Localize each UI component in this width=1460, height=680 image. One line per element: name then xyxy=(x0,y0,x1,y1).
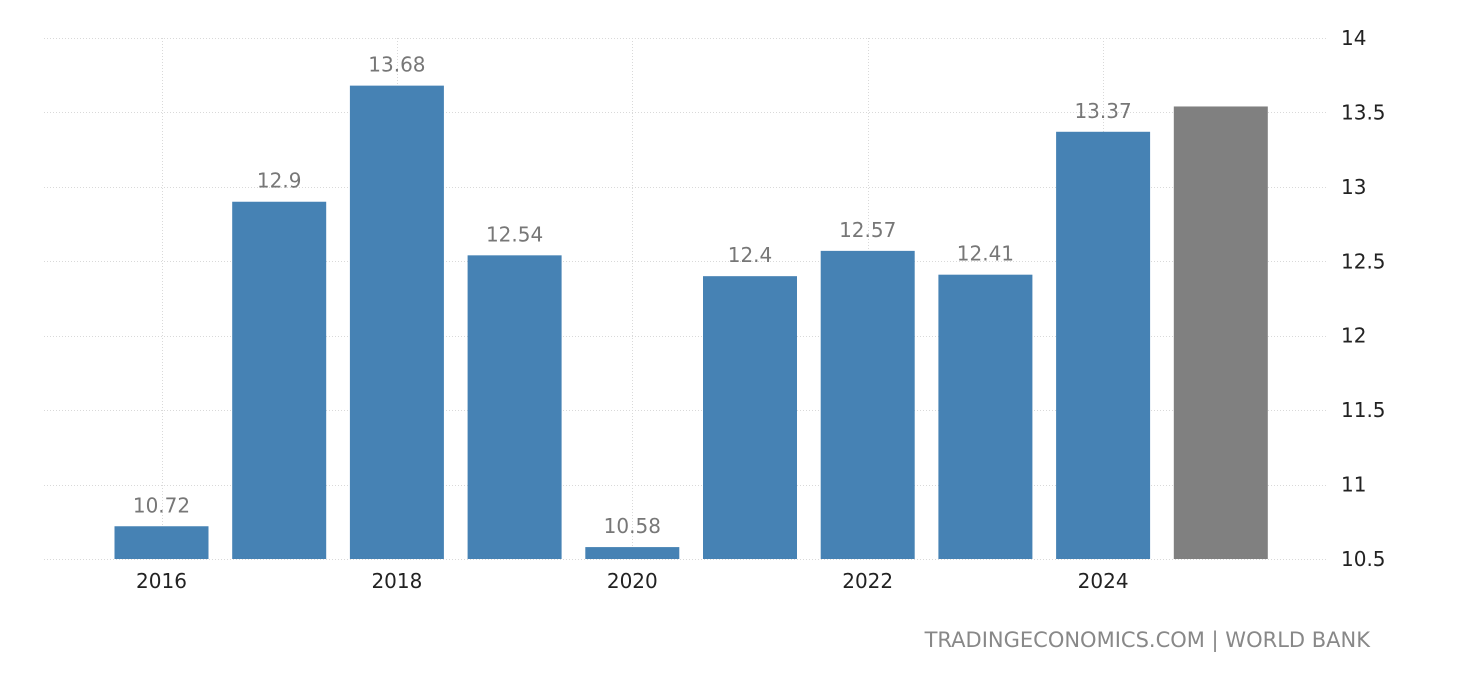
bar xyxy=(114,526,209,559)
y-tick-label: 14 xyxy=(1341,26,1366,50)
bar xyxy=(232,201,327,559)
bar xyxy=(703,276,797,559)
bar-value-label: 13.37 xyxy=(1074,99,1131,123)
y-tick-label: 11 xyxy=(1341,473,1366,497)
y-tick-label: 11.5 xyxy=(1341,398,1386,422)
bar-value-label: 12.57 xyxy=(839,218,896,242)
bar-value-label: 12.54 xyxy=(486,222,543,246)
x-axis-ticks: 2016 2018 2020 2022 2024 xyxy=(136,569,1129,593)
bar-value-label: 13.68 xyxy=(368,53,425,77)
x-tick-label: 2020 xyxy=(607,569,658,593)
bar xyxy=(585,547,680,559)
bar-value-label: 10.58 xyxy=(604,514,661,538)
y-tick-label: 12.5 xyxy=(1341,249,1386,273)
bar xyxy=(349,85,444,560)
y-tick-label: 13.5 xyxy=(1341,100,1386,124)
bar-value-label: 12.41 xyxy=(957,242,1014,266)
bar xyxy=(467,255,562,559)
bar xyxy=(938,274,1033,559)
x-tick-label: 2016 xyxy=(136,569,187,593)
x-tick-label: 2024 xyxy=(1078,569,1129,593)
bar-value-labels: 10.72 12.9 13.68 12.54 10.58 12.4 12.57 12.41 13… xyxy=(133,53,1132,538)
bar xyxy=(820,250,915,559)
bar-value-label: 10.72 xyxy=(133,493,190,517)
y-tick-label: 13 xyxy=(1341,175,1366,199)
forecast-bar xyxy=(1173,106,1268,559)
y-axis-ticks: 10.5 11 11.5 12 12.5 13 13.5 14 xyxy=(1341,26,1386,571)
x-tick-label: 2022 xyxy=(842,569,893,593)
bar-value-label: 12.9 xyxy=(257,169,302,193)
bar-value-label: 12.4 xyxy=(728,243,773,267)
y-tick-label: 12 xyxy=(1341,324,1366,348)
source-credit: TRADINGECONOMICS.COM | WORLD BANK xyxy=(924,628,1370,652)
y-tick-label: 10.5 xyxy=(1341,547,1386,571)
bars xyxy=(114,85,1268,560)
x-tick-label: 2018 xyxy=(371,569,422,593)
bar xyxy=(1056,131,1151,559)
